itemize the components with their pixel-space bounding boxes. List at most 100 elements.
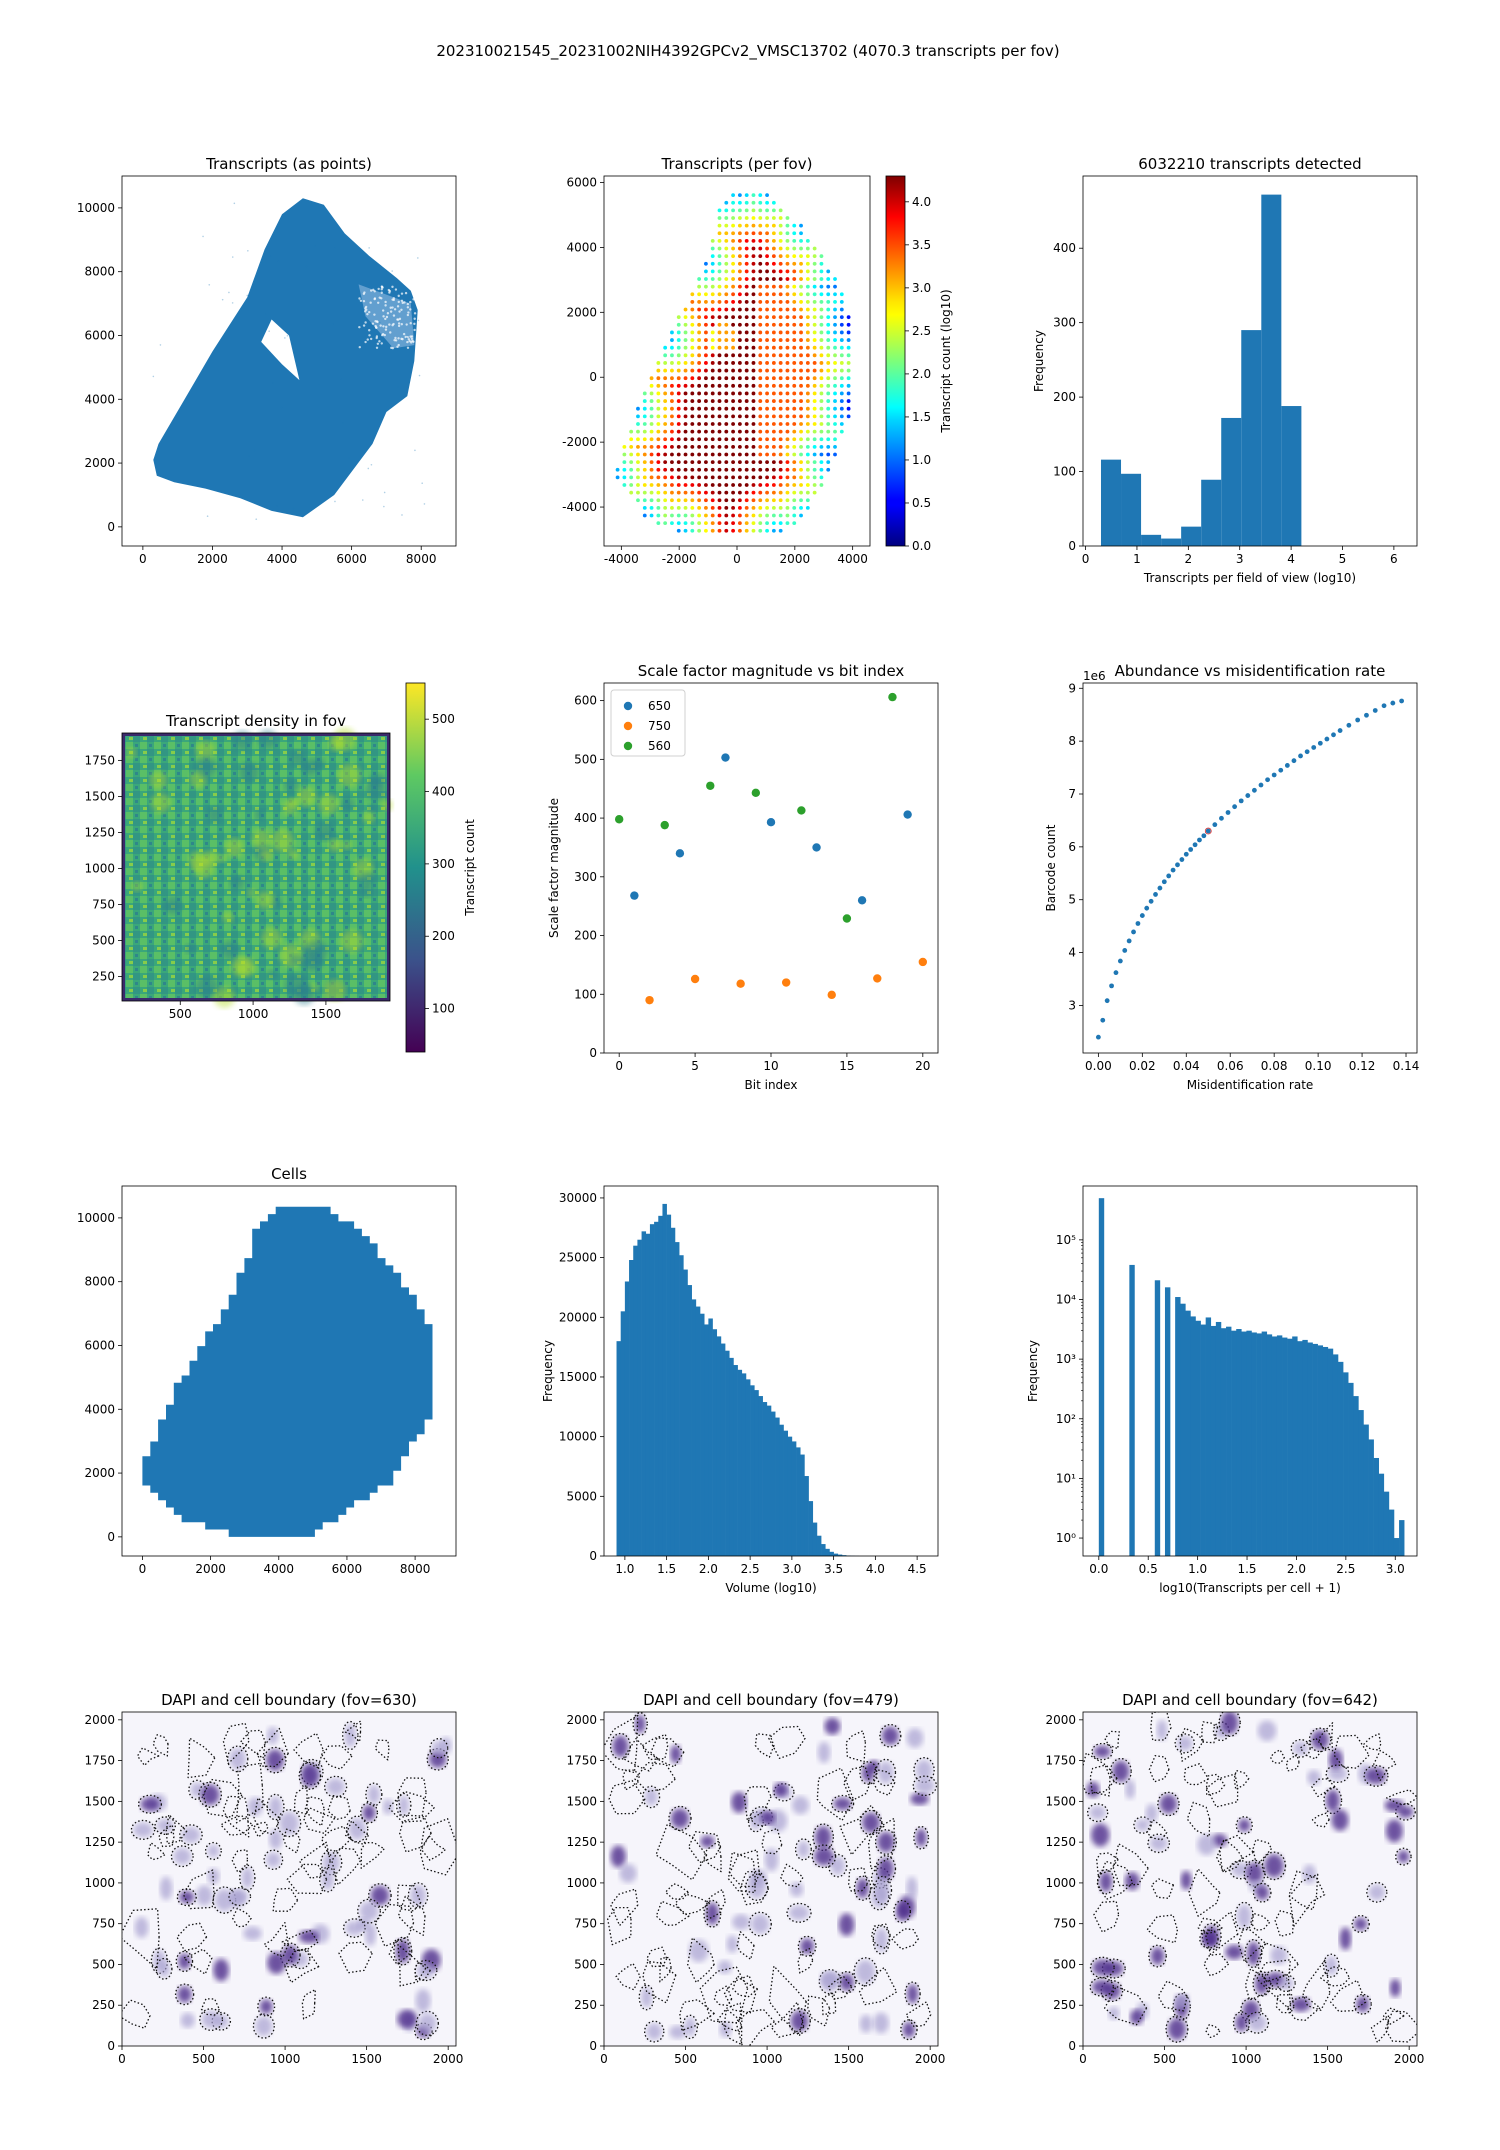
fov-point [785, 429, 790, 434]
y-tick-label: 0 [107, 1530, 115, 1544]
x-tick-label: 0.12 [1349, 1059, 1376, 1073]
fov-point [778, 383, 783, 388]
density-blob [318, 794, 339, 815]
fov-point [826, 376, 831, 381]
nucleus [255, 2016, 273, 2037]
y-tick-label: 1500 [84, 1794, 115, 1808]
panel-dapi-630: 0 500 1000 1500 2000025050075010001250150017… [84, 1691, 463, 2066]
fov-point [765, 429, 769, 434]
x-tick-label: 5 [691, 1059, 699, 1073]
nucleus [200, 1784, 220, 1806]
nucleus [1235, 2013, 1248, 2032]
fov-point [704, 261, 708, 266]
fov-point [724, 277, 729, 281]
sparse-speckle [385, 315, 389, 319]
fov-point [826, 467, 831, 472]
fov-point [778, 307, 783, 312]
transcript-point [318, 383, 321, 386]
histogram-bar [1307, 1342, 1313, 1556]
x-tick-label: 1500 [351, 2052, 382, 2066]
fov-point [839, 414, 844, 419]
fov-point [717, 368, 722, 373]
x-tick-label: 1.0 [1188, 1562, 1207, 1576]
density-blob [367, 803, 377, 813]
cell-boundary [397, 1943, 427, 1987]
fov-point [819, 376, 824, 381]
fov-point [724, 223, 729, 228]
fov-point [697, 353, 702, 358]
fov-point [765, 361, 769, 365]
cell-boundary [827, 1853, 848, 1878]
density-blob [270, 828, 294, 853]
scatter-point [1153, 892, 1158, 897]
fov-point [765, 505, 769, 510]
fov-point [697, 361, 702, 365]
fov-point [826, 315, 831, 320]
fov-point [765, 452, 769, 457]
fov-point [704, 460, 708, 465]
histogram-bar [674, 1242, 680, 1556]
fov-point [771, 246, 776, 251]
axes-frame [603, 1185, 939, 1557]
nucleus [1331, 1809, 1349, 1832]
x-tick-label: 15 [839, 1059, 854, 1073]
fov-point [833, 307, 837, 312]
fov-point [731, 422, 735, 426]
fov-point [785, 269, 790, 274]
density-blob [217, 854, 227, 863]
fov-point [792, 475, 797, 480]
x-tick-label: 0.5 [1139, 1562, 1158, 1576]
fov-point [737, 437, 742, 442]
fov-point [751, 444, 756, 449]
fov-point [737, 353, 742, 358]
y-tick-label: 400 [1053, 241, 1076, 255]
fov-point [758, 193, 763, 198]
nucleus [133, 1822, 153, 1838]
fov-point [690, 505, 695, 510]
transcript-point [254, 502, 257, 504]
density-blob [254, 809, 266, 821]
fov-point [839, 406, 844, 411]
histogram-bar [1098, 1198, 1105, 1556]
scatter-point [1219, 815, 1224, 821]
histogram-bar [733, 1365, 738, 1556]
scatter-point [1113, 970, 1119, 976]
cell-boundary [1219, 1834, 1255, 1873]
sparse-speckle [413, 322, 416, 326]
nucleus [619, 1863, 637, 1883]
nucleus [1302, 1864, 1316, 1884]
fov-point [656, 406, 661, 411]
fov-point [642, 414, 647, 419]
fov-point [758, 513, 763, 518]
fov-point [690, 414, 695, 419]
fov-point [826, 307, 831, 312]
fov-point [710, 345, 715, 350]
cell-boundary [419, 1818, 456, 1876]
nucleus [1311, 1730, 1329, 1750]
fov-point [717, 353, 722, 358]
fov-point [731, 505, 735, 510]
fov-point [792, 239, 797, 243]
histogram-bar [1378, 1473, 1385, 1556]
density-blob [239, 762, 260, 783]
fov-point [663, 460, 668, 465]
fov-point [812, 338, 817, 342]
fov-point [704, 513, 708, 518]
fov-point [799, 452, 803, 457]
fov-point [846, 414, 851, 419]
fov-point [656, 467, 661, 472]
sparse-speckle [380, 291, 383, 294]
cell-boundary [768, 1725, 806, 1759]
fov-point [629, 452, 634, 457]
dapi-image [122, 1712, 456, 2046]
fov-point [751, 315, 756, 320]
nucleus [1339, 1927, 1352, 1951]
fov-point [683, 483, 688, 487]
cell-boundary [1373, 1749, 1397, 1782]
density-blob [324, 979, 346, 1002]
plot-area [615, 193, 851, 533]
histogram-bar [691, 1299, 697, 1556]
fov-point [629, 467, 634, 472]
sparse-speckle [377, 287, 380, 291]
cell-boundary [1351, 1914, 1370, 1933]
